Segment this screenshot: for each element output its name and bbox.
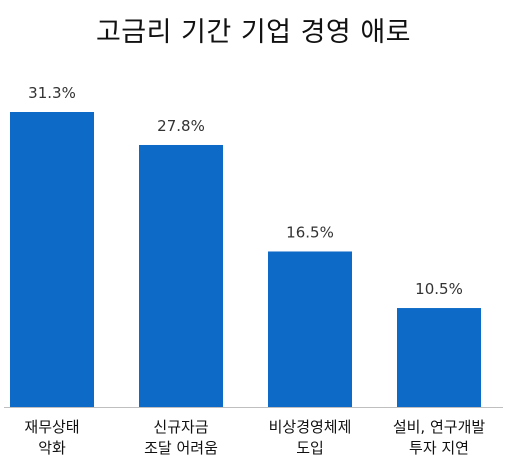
category-label-3-line-2: 도입	[296, 439, 324, 457]
value-label-3: 16.5%	[286, 223, 334, 241]
bar-1	[10, 112, 94, 407]
category-label-3-line-1: 비상경영체제	[269, 418, 352, 436]
value-label-2: 27.8%	[157, 117, 205, 135]
bar-4	[397, 308, 481, 407]
bar-3	[268, 251, 352, 407]
chart-title: 고금리 기간 기업 경영 애로	[95, 17, 412, 48]
bar-2	[139, 144, 223, 407]
value-label-1: 31.3%	[28, 84, 76, 102]
bars-layer	[10, 112, 481, 407]
category-label-2-line-2: 조달 어려움	[144, 439, 218, 457]
category-label-1-line-2: 악화	[38, 439, 66, 457]
category-label-4-line-1: 설비, 연구개발	[393, 418, 486, 436]
category-label-4-line-2: 투자 지연	[409, 439, 469, 457]
category-label-1-line-1: 재무상태	[24, 418, 79, 436]
category-label-2-line-1: 신규자금	[153, 418, 208, 436]
value-label-4: 10.5%	[415, 280, 463, 298]
